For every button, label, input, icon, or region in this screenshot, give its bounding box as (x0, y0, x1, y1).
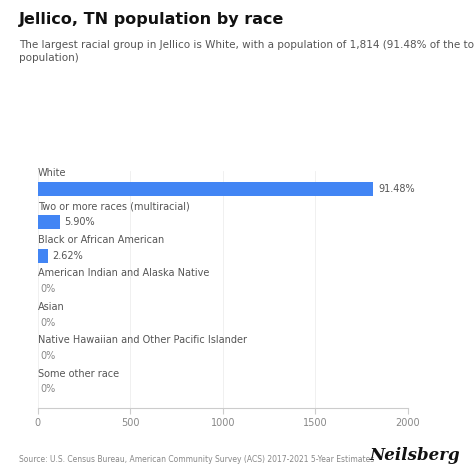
Text: Two or more races (multiracial): Two or more races (multiracial) (38, 202, 190, 212)
Text: 0%: 0% (41, 384, 56, 394)
Bar (38, 215, 60, 229)
Text: The largest racial group in Jellico is White, with a population of 1,814 (91.48%: The largest racial group in Jellico is W… (19, 40, 474, 64)
Text: Some other race: Some other race (38, 369, 119, 379)
Text: 5.90%: 5.90% (64, 218, 95, 228)
Bar (38, 182, 373, 196)
Text: White: White (38, 168, 66, 178)
Text: Neilsberg: Neilsberg (369, 447, 460, 464)
Text: Jellico, TN population by race: Jellico, TN population by race (19, 12, 284, 27)
Text: 0%: 0% (41, 351, 56, 361)
Text: Source: U.S. Census Bureau, American Community Survey (ACS) 2017-2021 5-Year Est: Source: U.S. Census Bureau, American Com… (19, 455, 374, 464)
Text: 0%: 0% (41, 318, 56, 328)
Text: Black or African American: Black or African American (38, 235, 164, 245)
Text: American Indian and Alaska Native: American Indian and Alaska Native (38, 268, 210, 278)
Text: Asian: Asian (38, 302, 64, 312)
Bar (38, 249, 47, 263)
Text: Native Hawaiian and Other Pacific Islander: Native Hawaiian and Other Pacific Island… (38, 335, 247, 345)
Text: 2.62%: 2.62% (52, 251, 83, 261)
Text: 91.48%: 91.48% (378, 184, 414, 194)
Text: 0%: 0% (41, 284, 56, 294)
